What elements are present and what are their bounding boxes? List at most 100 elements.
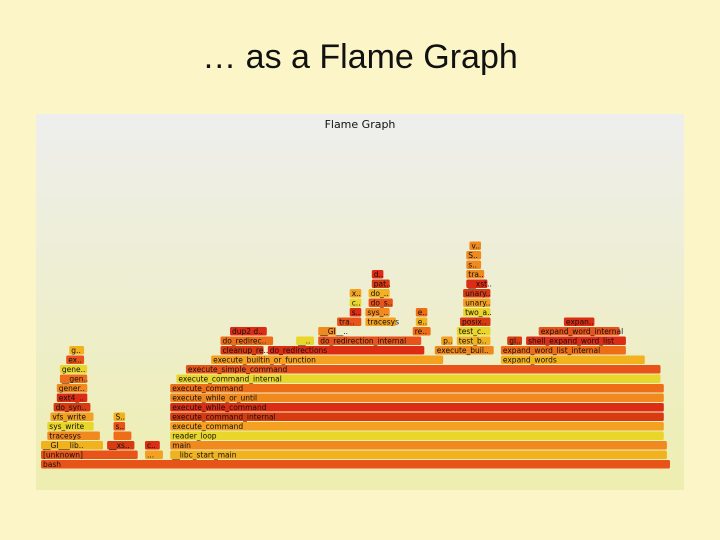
flame-frame[interactable]: S.. [466, 251, 482, 260]
flame-frame[interactable]: unary.. [463, 289, 490, 298]
flame-frame-rect[interactable] [107, 441, 135, 450]
flame-frame[interactable]: e.. [415, 317, 428, 327]
flame-frame[interactable]: [unknown] [41, 450, 138, 460]
flame-frame-rect[interactable] [466, 251, 482, 260]
flame-frame-rect[interactable] [220, 336, 274, 346]
flame-frame[interactable]: sys_write [47, 422, 94, 431]
flame-frame-rect[interactable] [415, 317, 428, 327]
flame-frame-rect[interactable] [59, 374, 88, 384]
flame-frame[interactable]: g.. [69, 346, 85, 355]
flame-frame-rect[interactable] [349, 289, 362, 298]
flame-frame-rect[interactable] [170, 431, 664, 441]
flame-frame-rect[interactable] [456, 336, 491, 346]
flame-frame-rect[interactable] [53, 403, 91, 412]
flame-frame-rect[interactable] [500, 346, 626, 355]
flame-frame-rect[interactable] [371, 270, 384, 279]
flame-frame[interactable]: tra.. [466, 270, 485, 279]
flame-frame[interactable]: pat.. [371, 279, 391, 289]
flame-frame-rect[interactable] [365, 308, 390, 317]
flame-frame[interactable]: vfs_write [50, 412, 94, 422]
flame-frame[interactable]: test_b.. [456, 336, 491, 346]
flame-frame-rect[interactable] [563, 317, 595, 327]
flame-frame-rect[interactable] [113, 412, 126, 422]
flame-frame-rect[interactable] [415, 308, 428, 317]
flame-frame[interactable]: do_redirec.. [220, 336, 274, 346]
flame-frame-rect[interactable] [507, 336, 522, 346]
flame-frame[interactable]: gl.. [507, 336, 522, 346]
flame-frame-rect[interactable] [230, 327, 267, 336]
flame-frame[interactable]: dup2 d.. [230, 327, 267, 336]
flame-frame[interactable]: c.. [349, 298, 362, 308]
flame-frame[interactable]: __.. [296, 336, 314, 346]
flame-frame-rect[interactable] [170, 403, 664, 412]
flame-frame-rect[interactable] [145, 441, 160, 450]
flame-frame[interactable]: execute_command [170, 384, 664, 393]
flame-frame[interactable]: execute_simple_command [185, 365, 661, 374]
flame-frame-rect[interactable] [349, 308, 362, 317]
flame-frame-rect[interactable] [170, 450, 667, 460]
flame-frame[interactable]: p.. [441, 336, 453, 346]
flame-frame-rect[interactable] [145, 450, 163, 460]
flame-frame-rect[interactable] [170, 422, 664, 431]
flame-frame[interactable]: execute_buil.. [434, 346, 494, 355]
flame-frame-rect[interactable] [220, 346, 264, 355]
flame-frame[interactable]: execute_command [170, 422, 664, 431]
flame-frame[interactable]: ex.. [66, 355, 85, 365]
flame-frame[interactable]: expan.. [563, 317, 595, 327]
flame-frame[interactable]: do_syn.. [53, 403, 91, 412]
flame-frame[interactable]: posix.. [460, 317, 491, 327]
flame-frame-rect[interactable] [538, 327, 620, 336]
flame-frame[interactable]: __libc_start_main [170, 450, 667, 460]
flame-frame-rect[interactable] [113, 431, 132, 441]
flame-frame-rect[interactable] [434, 346, 494, 355]
flame-frame[interactable]: execute_command_internal [176, 374, 661, 384]
flame-frame[interactable]: two_a.. [463, 308, 492, 317]
flame-frame-rect[interactable] [296, 336, 314, 346]
flame-frame[interactable]: execute_while_or_until [170, 393, 664, 403]
flame-frame-rect[interactable] [463, 298, 491, 308]
flame-frame[interactable]: expand_word_list_internal [500, 346, 626, 355]
flame-frame-rect[interactable] [463, 308, 491, 317]
flame-frame[interactable]: do_.. [368, 289, 390, 298]
flame-frame[interactable]: s.. [113, 422, 126, 431]
flame-frame[interactable]: unary.. [463, 298, 491, 308]
flame-frame[interactable]: expand_word_internal [538, 327, 624, 336]
flame-frame[interactable]: __gen.. [59, 374, 88, 384]
flame-frame-rect[interactable] [466, 270, 485, 279]
flame-frame-rect[interactable] [460, 317, 491, 327]
flame-frame-rect[interactable] [466, 279, 488, 289]
flame-frame-rect[interactable] [526, 336, 626, 346]
flame-frame-rect[interactable] [41, 460, 670, 469]
flame-frame-rect[interactable] [211, 355, 444, 365]
flame-frame[interactable]: d.. [371, 270, 384, 279]
flame-frame[interactable] [113, 431, 132, 441]
flame-frame[interactable]: ext4_.. [56, 393, 88, 403]
flame-frame[interactable]: do_s.. [368, 298, 393, 308]
flame-frame[interactable]: __GI__.. [318, 327, 348, 336]
flame-frame-rect[interactable] [56, 393, 88, 403]
flame-frame[interactable]: __xs.. [107, 441, 135, 450]
flame-frame[interactable]: do_redirection_internal [318, 336, 422, 346]
flame-frame-rect[interactable] [59, 365, 88, 374]
flame-frame[interactable]: execute_builtin_or_function [211, 355, 444, 365]
flame-frame-rect[interactable] [47, 422, 94, 431]
flame-frame[interactable]: ... [145, 450, 163, 460]
flame-frame[interactable]: __xst.. [466, 279, 492, 289]
flame-frame-rect[interactable] [41, 441, 103, 450]
flame-frame-rect[interactable] [318, 327, 337, 336]
flame-frame[interactable]: test_c.. [456, 327, 491, 336]
flame-frame-rect[interactable] [318, 336, 422, 346]
flame-frame[interactable]: bash [41, 460, 670, 469]
flame-frame[interactable]: S.. [113, 412, 126, 422]
flame-frame-rect[interactable] [267, 346, 425, 355]
flame-frame[interactable]: s.. [466, 260, 482, 270]
flame-frame-rect[interactable] [47, 431, 100, 441]
flame-frame[interactable]: execute_while_command [170, 403, 664, 412]
flame-frame[interactable]: x.. [349, 289, 362, 298]
flame-frame[interactable]: s.. [349, 308, 362, 317]
flame-frame[interactable]: tracesys [365, 317, 399, 327]
flame-frame-rect[interactable] [170, 412, 664, 422]
flame-frame-rect[interactable] [463, 289, 491, 298]
flame-frame[interactable]: shell_expand_word_list [526, 336, 626, 346]
flame-frame-rect[interactable] [66, 355, 85, 365]
